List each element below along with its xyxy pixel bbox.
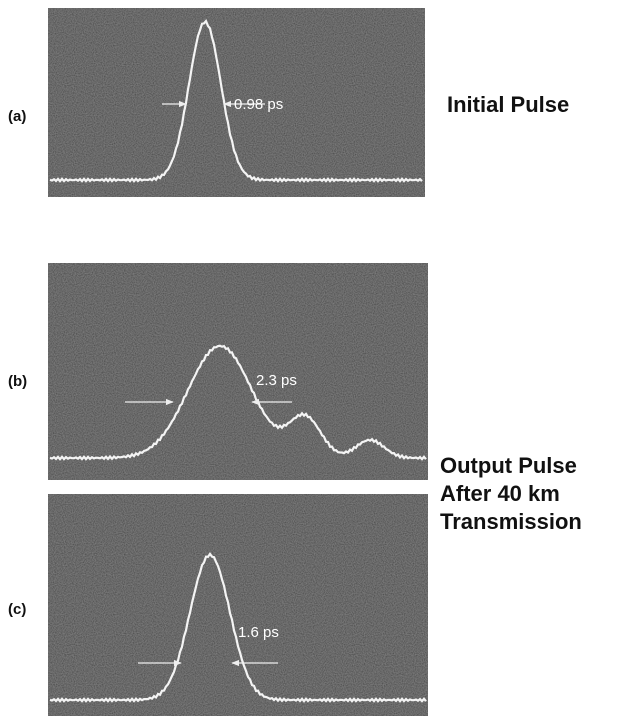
pulse-width: 1.6 ps — [238, 624, 279, 641]
caption: Output Pulse — [440, 453, 577, 478]
scope-panel — [48, 494, 428, 716]
panel-label: (b) — [8, 373, 27, 390]
pulse-width: 0.98 ps — [234, 96, 283, 113]
trace — [49, 344, 427, 461]
panel-label: (a) — [8, 108, 26, 125]
caption: Initial Pulse — [447, 92, 569, 117]
caption: After 40 km — [440, 481, 560, 506]
scope-panel — [48, 8, 425, 197]
trace — [49, 551, 427, 703]
panel-label: (c) — [8, 601, 26, 618]
trace — [49, 19, 423, 183]
caption: Transmission — [440, 509, 582, 534]
scope-panel — [48, 263, 428, 480]
pulse-width: 2.3 ps — [256, 372, 297, 389]
